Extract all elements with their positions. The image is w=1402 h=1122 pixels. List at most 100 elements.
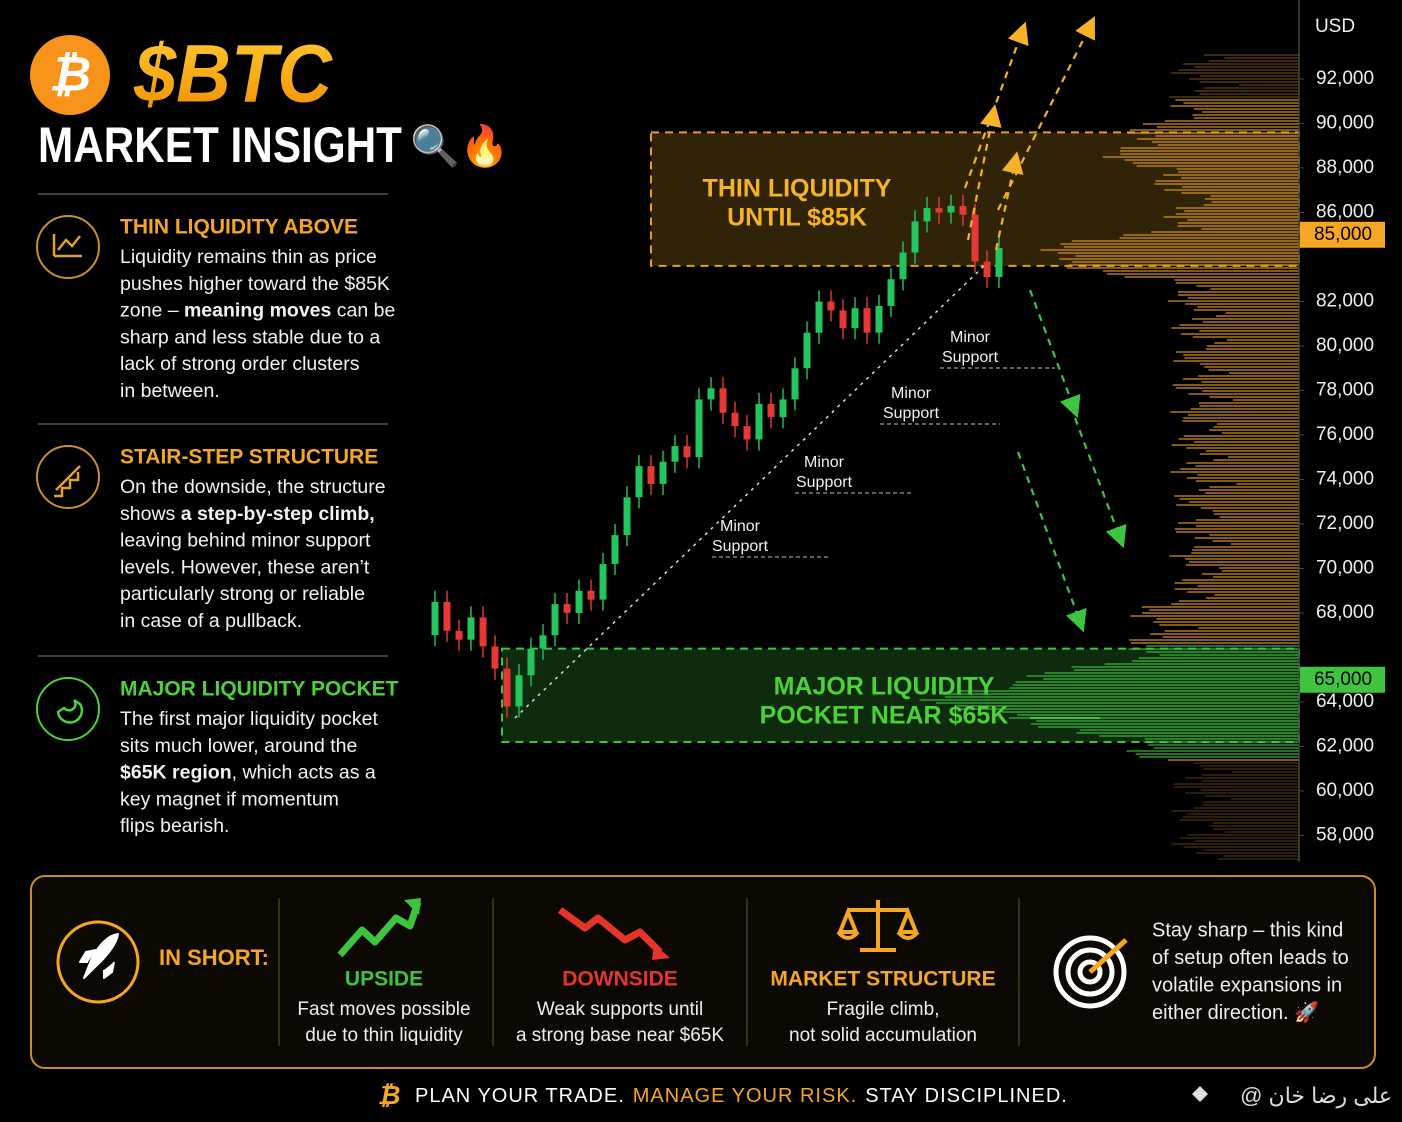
text-line: lack of strong order clusters xyxy=(120,353,360,375)
y-tick-label: 76,000 xyxy=(1316,424,1374,445)
text-line: $65K region, which acts as a xyxy=(120,762,376,784)
summary-note: either direction. 🚀 xyxy=(1152,1000,1319,1024)
summary-text: not solid accumulation xyxy=(789,1025,977,1046)
target-icon xyxy=(1053,935,1128,1009)
text-run: The first major liquidity pocket xyxy=(120,708,379,730)
summary-text: Fast moves possible xyxy=(297,999,470,1020)
candle-body xyxy=(707,388,715,400)
y-tick-label: 64,000 xyxy=(1316,691,1374,712)
projection-arrow xyxy=(1016,451,1087,633)
section-icon xyxy=(36,677,100,741)
candle-body xyxy=(467,617,475,640)
text-line: sharp and less stable due to a xyxy=(120,327,380,349)
candle-body xyxy=(971,214,979,262)
logo-symbol: ₿ xyxy=(49,49,91,102)
candle-body xyxy=(443,601,451,631)
summary-text: Fragile climb, xyxy=(827,999,940,1020)
candle-body xyxy=(671,446,679,462)
text-line: shows a step-by-step climb, xyxy=(120,503,375,525)
support-label: Minor xyxy=(804,454,845,471)
text-run: Liquidity remains thin as price xyxy=(120,246,377,268)
y-tick-label: 88,000 xyxy=(1316,157,1374,178)
candle-body xyxy=(995,248,1003,278)
text-run: zone – xyxy=(120,300,184,322)
text-line: pushes higher toward the $85K xyxy=(120,273,390,295)
projection-arrow xyxy=(1028,289,1081,419)
summary-title: MARKET STRUCTURE xyxy=(770,968,995,991)
candle-body xyxy=(851,308,859,329)
candle-body xyxy=(923,208,931,222)
price-level-marker xyxy=(1300,666,1385,693)
candle-body xyxy=(515,675,523,707)
y-tick-label: 60,000 xyxy=(1316,780,1374,801)
projection-arrow xyxy=(997,16,1095,211)
text-line: flips bearish. xyxy=(120,815,229,837)
y-tick-label: 90,000 xyxy=(1316,113,1374,134)
support-label: Minor xyxy=(720,518,761,535)
footer-logo: ₿ xyxy=(378,1080,401,1110)
section-title: THIN LIQUIDITY ABOVE xyxy=(120,216,358,239)
author-handle: @ علی رضا خان xyxy=(1240,1083,1392,1108)
candle-body xyxy=(839,310,847,329)
candle-body xyxy=(791,368,799,400)
downside-icon xyxy=(652,944,670,960)
section-icon xyxy=(56,698,84,724)
y-tick-label: 80,000 xyxy=(1316,335,1374,356)
text-run: leaving behind minor support xyxy=(120,530,371,552)
section-icon xyxy=(54,465,81,498)
projection-arrow xyxy=(994,151,1024,251)
candle-body xyxy=(479,617,487,647)
summary-note: of setup often leads to xyxy=(1152,947,1349,969)
text-line: On the downside, the structure xyxy=(120,476,386,498)
candle-body xyxy=(431,601,439,636)
text-run: particularly strong or reliable xyxy=(120,583,365,605)
text-run: can be xyxy=(331,300,395,322)
section-title: STAIR-STEP STRUCTURE xyxy=(120,446,378,469)
candle-body xyxy=(635,466,643,498)
zone-label: THIN LIQUIDITY xyxy=(703,175,892,203)
candle-body xyxy=(935,208,943,213)
candle-body xyxy=(503,668,511,707)
candle-body xyxy=(623,497,631,536)
rocket-icon xyxy=(79,933,119,979)
price-level-label: 85,000 xyxy=(1314,224,1372,245)
projection-arrow xyxy=(966,104,1002,241)
candle-body xyxy=(575,590,583,613)
text-line: in case of a pullback. xyxy=(120,610,302,632)
candle-body xyxy=(599,564,607,600)
y-tick-label: 58,000 xyxy=(1316,825,1374,846)
y-tick-label: 68,000 xyxy=(1316,602,1374,623)
candle-body xyxy=(947,205,955,213)
summary-note: Stay sharp – this kind xyxy=(1152,919,1343,941)
footer-text: PLAN YOUR TRADE. MANAGE YOUR RISK. STAY DI… xyxy=(415,1085,1068,1107)
y-tick-label: 70,000 xyxy=(1316,558,1374,579)
projection-arrow xyxy=(1073,417,1127,549)
price-level-marker xyxy=(1300,221,1385,248)
candle-body xyxy=(455,630,463,640)
support-label: Support xyxy=(712,538,769,555)
candle-body xyxy=(767,403,775,418)
support-label: Minor xyxy=(950,329,991,346)
text-run: flips bearish. xyxy=(120,815,229,837)
y-axis-label: USD xyxy=(1315,16,1355,37)
summary-text: a strong base near $65K xyxy=(516,1025,724,1046)
zone-label: POCKET NEAR $65K xyxy=(760,702,1009,730)
candle-body xyxy=(743,426,751,440)
section-icon xyxy=(36,445,100,509)
candle-body xyxy=(719,388,727,413)
candle-body xyxy=(875,305,883,333)
y-tick-label: 74,000 xyxy=(1316,469,1374,490)
candle-body xyxy=(899,252,907,280)
candle-body xyxy=(959,205,967,215)
liquidity-zone xyxy=(501,647,1300,744)
y-tick-label: 78,000 xyxy=(1316,380,1374,401)
text-line: in between. xyxy=(120,380,220,402)
candle-body xyxy=(527,648,535,676)
candle-body xyxy=(983,261,991,278)
candle-body xyxy=(551,604,559,636)
candle-body xyxy=(659,461,667,484)
liquidity-profile xyxy=(919,54,1299,860)
text-run: lack of strong order clusters xyxy=(120,353,360,375)
footer-part: STAY DISCIPLINED. xyxy=(865,1085,1068,1107)
